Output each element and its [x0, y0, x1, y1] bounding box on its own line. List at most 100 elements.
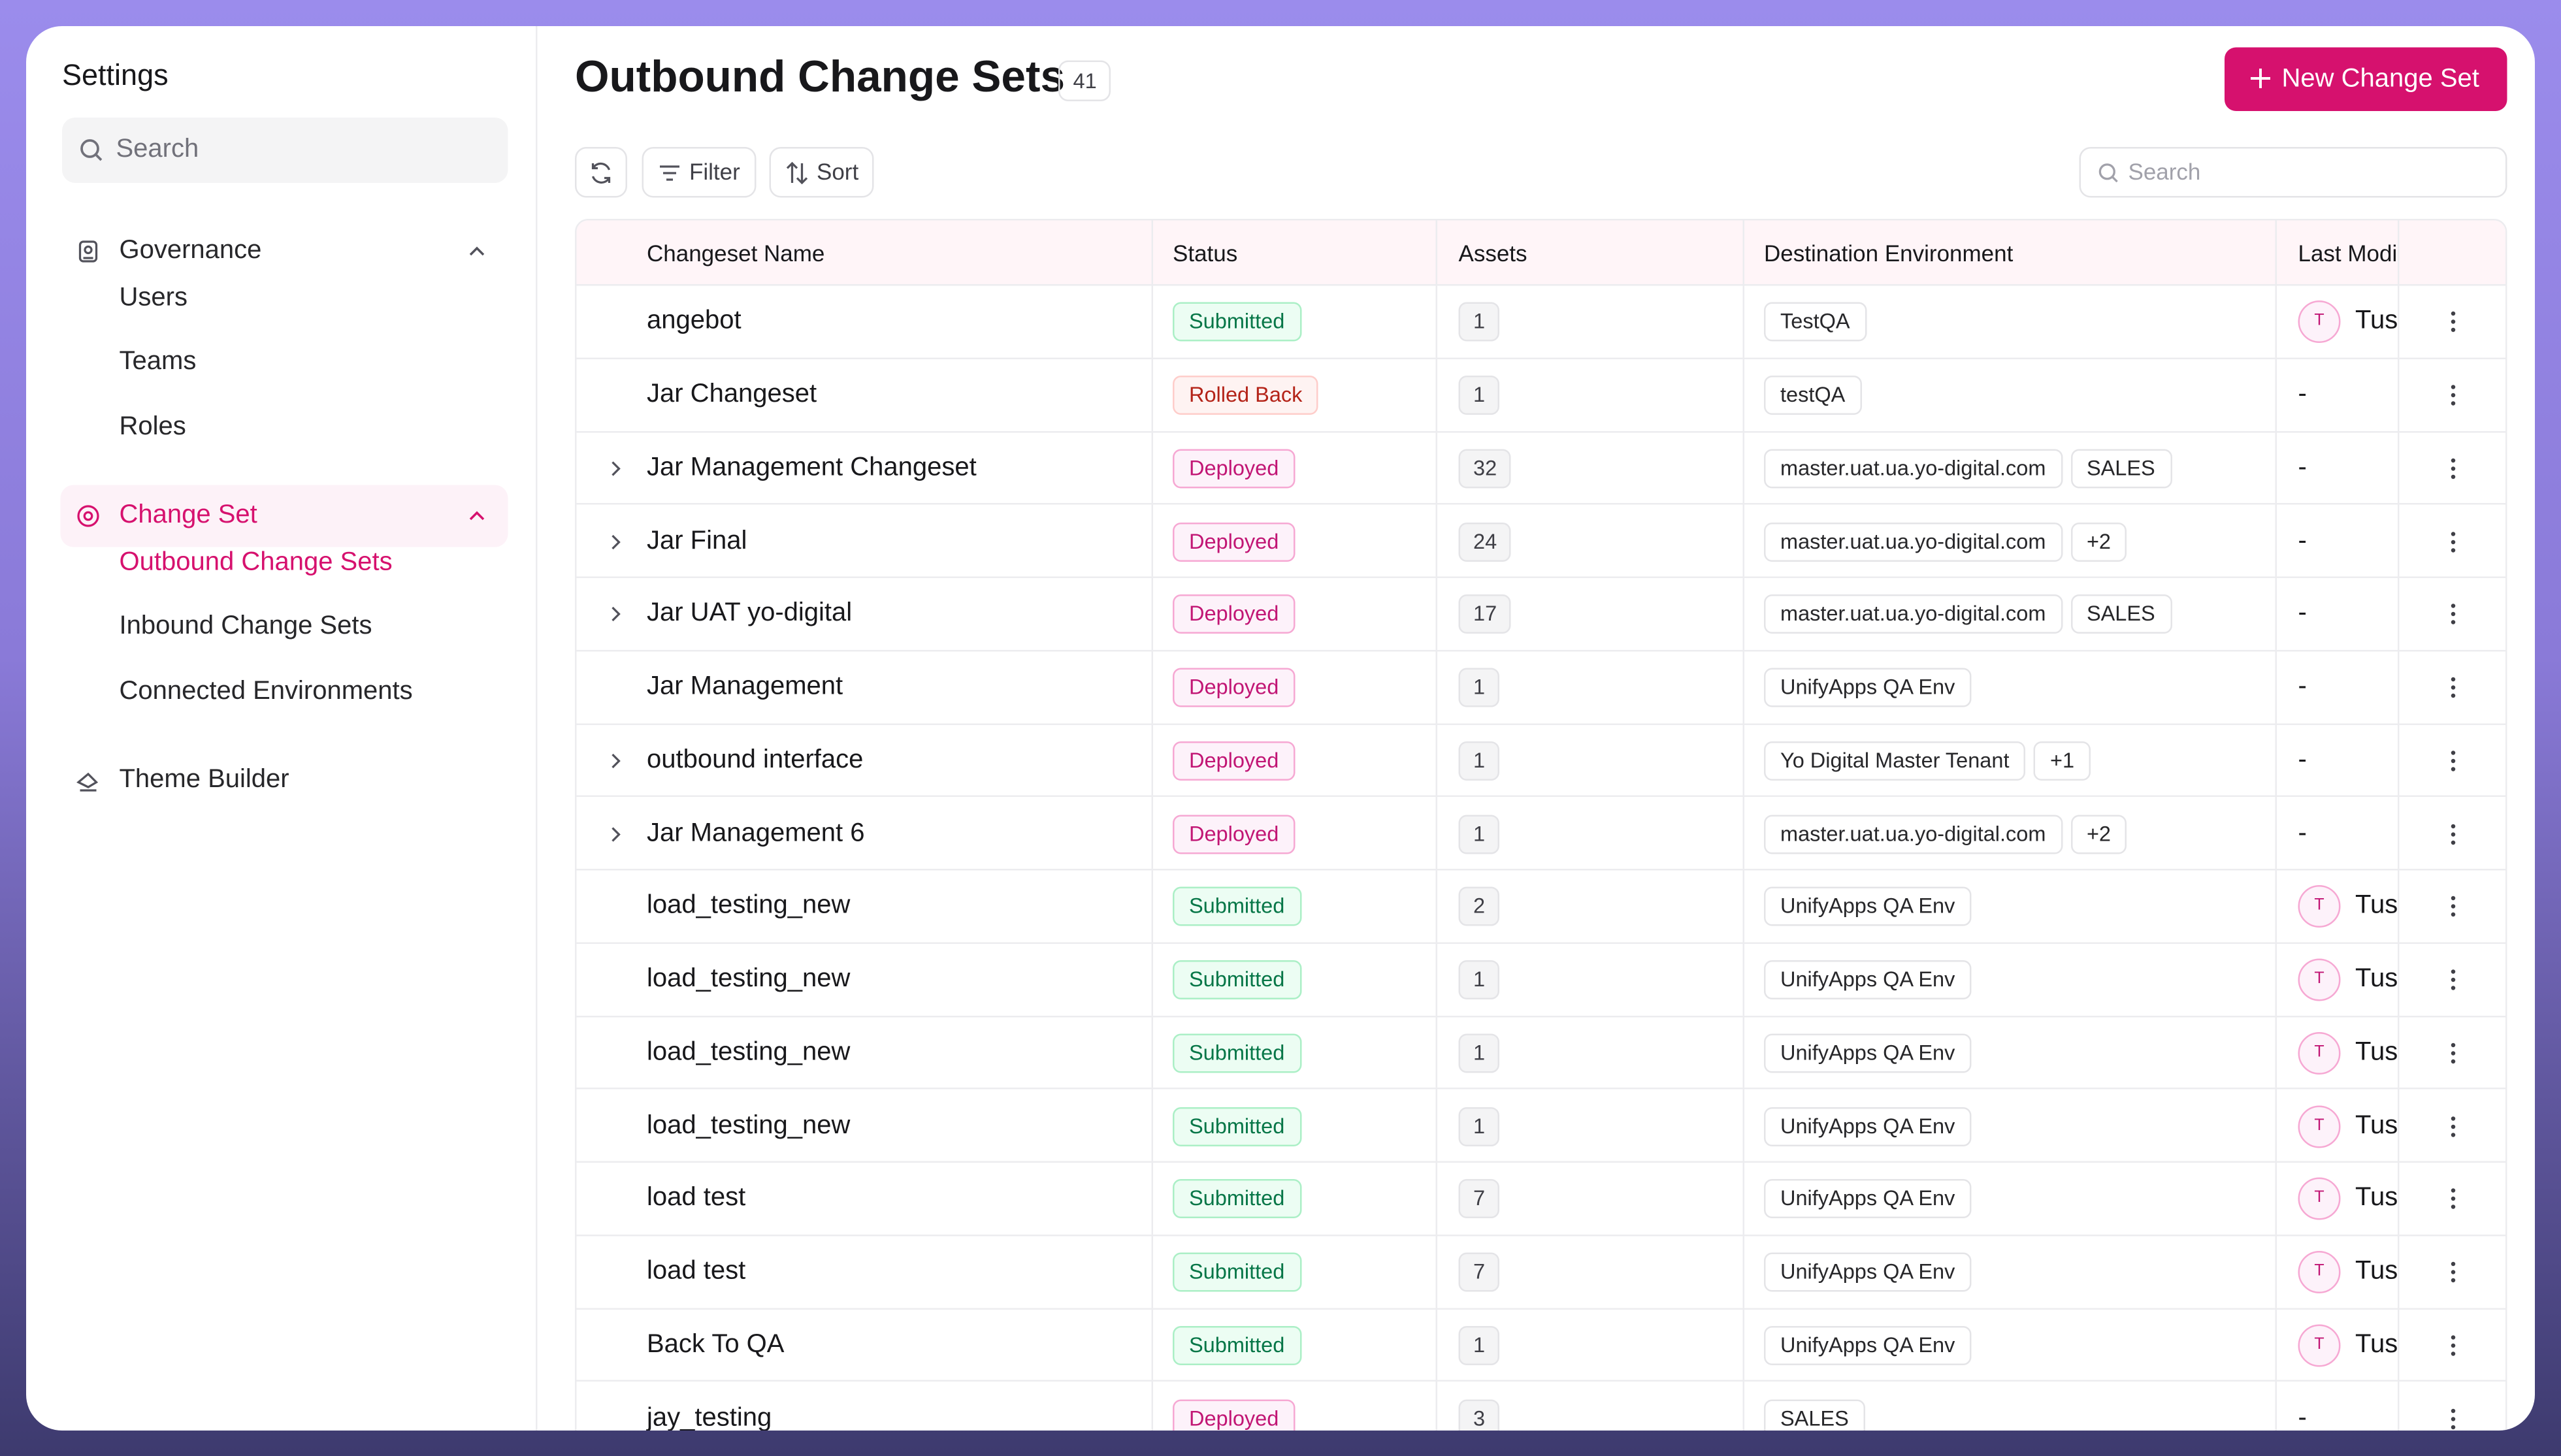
status-badge: Rolled Back [1173, 376, 1319, 415]
destination-chip: UnifyApps QA Env [1764, 668, 1972, 707]
row-menu[interactable] [2440, 675, 2466, 709]
table-row[interactable]: Jar Management Changeset Deployed 32 master… [576, 432, 2505, 506]
modified-name: - [2298, 819, 2307, 847]
nav-item[interactable]: Teams [119, 348, 197, 376]
destinations: master.uat.ua.yo-digital.com +2 [1764, 522, 2128, 581]
nav-item[interactable]: Connected Environments [119, 677, 413, 705]
chevron [466, 504, 489, 536]
row-menu[interactable] [2440, 1406, 2466, 1431]
changeset-name: load_testing_new [647, 892, 851, 920]
table-row[interactable]: load_testing_new Submitted 2 UnifyApps QA E… [576, 871, 2505, 944]
changeset-name: load_testing_new [647, 1111, 851, 1140]
row-menu[interactable] [2440, 894, 2466, 928]
nav-item[interactable]: Roles [119, 412, 186, 440]
row-menu[interactable] [2440, 1333, 2466, 1367]
row-menu-svg [2451, 385, 2456, 406]
modified-name: - [2298, 600, 2307, 628]
row-menu[interactable] [2440, 1186, 2466, 1221]
modified-name: - [2298, 1404, 2307, 1431]
assets-badge: 1 [1458, 814, 1500, 854]
destination-chip: master.uat.ua.yo-digital.com [1764, 449, 2063, 489]
avatar: T [2298, 300, 2341, 344]
destination-chip: +1 [2034, 741, 2091, 781]
table-row[interactable]: Jar Management 6 Deployed 1 master.uat.ua.y… [576, 798, 2505, 871]
table-row[interactable]: Jar UAT yo-digital Deployed 17 master.uat.u… [576, 578, 2505, 651]
status-badge: Submitted [1173, 1107, 1301, 1146]
assets-badge: 3 [1458, 1399, 1500, 1431]
row-menu-svg [2451, 531, 2456, 552]
destination-chip: master.uat.ua.yo-digital.com [1764, 594, 2063, 634]
chevron [466, 240, 489, 272]
table-row[interactable]: load_testing_new Submitted 1 UnifyApps QA E… [576, 1016, 2505, 1090]
nav-item[interactable]: Users [119, 284, 188, 312]
changeset-name: Jar Management 6 [647, 819, 865, 847]
nav-section[interactable]: Theme Builder [61, 749, 508, 811]
destinations: TestQA [1764, 302, 1867, 361]
assets-badge: 1 [1458, 302, 1500, 342]
filter-button[interactable]: Filter [642, 147, 757, 198]
row-menu[interactable] [2440, 748, 2466, 783]
destination-chip: SALES [2070, 594, 2172, 634]
table-row[interactable]: load_testing_new Submitted 1 UnifyApps QA E… [576, 1090, 2505, 1163]
table-row[interactable]: Jar Final Deployed 24 master.uat.ua.yo-digi… [576, 505, 2505, 581]
modified-name: - [2298, 673, 2307, 701]
changeset-name: jay_testing [647, 1404, 772, 1431]
changeset-name: Jar Changeset [647, 380, 817, 409]
table-row[interactable]: load test Submitted 7 UnifyApps QA Env T Tus [576, 1236, 2505, 1309]
destination-chip: UnifyApps QA Env [1764, 1325, 1972, 1365]
assets-badge: 32 [1458, 449, 1512, 489]
row-menu[interactable] [2440, 455, 2466, 490]
avatar: T [2298, 1105, 2341, 1148]
assets-badge: 1 [1458, 1107, 1500, 1146]
section-icon [75, 238, 101, 273]
expand-chevron [604, 749, 627, 781]
row-menu-svg [2451, 458, 2456, 479]
status-badge: Submitted [1173, 960, 1301, 1000]
table-search[interactable]: Search [2079, 147, 2507, 198]
table-row[interactable]: outbound interface Deployed 1 Yo Digital Ma… [576, 724, 2505, 798]
column-header: Status [1173, 240, 1238, 267]
row-menu[interactable] [2440, 382, 2466, 417]
row-menu-svg [2451, 1408, 2456, 1429]
table-row[interactable]: Jar Changeset Rolled Back 1 testQA - [576, 359, 2505, 432]
table-row[interactable]: load_testing_new Submitted 1 UnifyApps QA E… [576, 943, 2505, 1017]
row-menu[interactable] [2440, 309, 2466, 344]
changeset-name: Jar Management Changeset [647, 453, 977, 482]
assets-badge: 1 [1458, 960, 1500, 1000]
row-menu[interactable] [2440, 528, 2466, 563]
row-menu-svg [2451, 1335, 2456, 1356]
nav-item[interactable]: Outbound Change Sets [119, 548, 393, 577]
sort-label: Sort [817, 158, 859, 185]
nav-item[interactable]: Inbound Change Sets [119, 612, 372, 641]
row-menu-svg [2451, 604, 2456, 625]
nav-section[interactable]: Governance [61, 221, 508, 283]
modified-name: Tus [2355, 307, 2398, 336]
column-header: Destination Environment [1764, 240, 2014, 267]
sidebar-search[interactable]: Search [62, 118, 508, 183]
table-row[interactable]: jay_testing Deployed 3 SALES - [577, 1382, 2506, 1431]
destination-chip: UnifyApps QA Env [1764, 960, 1972, 1000]
column-divider [2275, 220, 2277, 1431]
sort-button[interactable]: Sort [769, 147, 874, 198]
table-row[interactable]: Back To QA Submitted 1 UnifyApps QA Env T Tus [576, 1309, 2505, 1382]
changeset-name: load_testing_new [647, 965, 851, 994]
sort-icon [786, 161, 808, 185]
search-placeholder: Search [116, 135, 199, 164]
row-menu[interactable] [2440, 967, 2466, 1001]
nav-section[interactable]: Change Set [60, 485, 508, 547]
row-menu[interactable] [2440, 602, 2466, 636]
table-row[interactable]: angebot Submitted 1 TestQA T Tus [576, 286, 2505, 361]
refresh-button[interactable] [575, 147, 627, 198]
table-row[interactable]: Jar Management Deployed 1 UnifyApps QA Env - [576, 651, 2505, 724]
new-button[interactable]: New Change Set [2225, 47, 2507, 111]
row-menu[interactable] [2440, 1040, 2466, 1075]
row-menu[interactable] [2440, 821, 2466, 856]
status-badge: Deployed [1173, 814, 1296, 854]
avatar: T [2298, 958, 2341, 1001]
row-menu-svg [2451, 750, 2456, 771]
row-menu[interactable] [2440, 1113, 2466, 1148]
filter-icon [660, 165, 679, 181]
row-menu[interactable] [2440, 1259, 2466, 1294]
table-row[interactable]: load test Submitted 7 UnifyApps QA Env T Tus [576, 1163, 2505, 1236]
modified-name: Tus [2355, 1331, 2398, 1359]
